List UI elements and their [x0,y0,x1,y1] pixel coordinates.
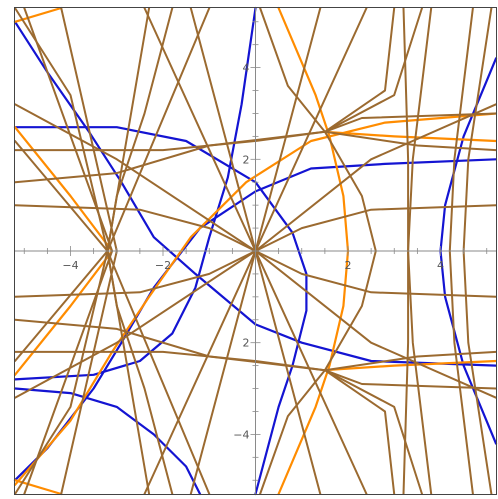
contour-line-orange-6 [13,112,498,486]
contour-line-brown-48 [106,250,174,495]
contour-line-brown-17 [106,250,211,495]
contour-line-brown-30 [254,103,497,252]
contour-line-brown-20 [143,7,257,252]
contour-line-brown-36 [14,112,497,184]
contour-line-brown-23 [254,250,368,495]
contour-line-brown-26 [254,7,322,252]
contour-line-brown-28 [14,103,257,252]
x-tick-label: 2 [345,259,352,272]
y-tick-label: 2 [243,153,250,166]
contour-line-blue-2 [13,126,308,496]
x-tick-label: 4 [437,259,444,272]
contour-line-brown-24 [189,7,257,252]
y-tick-label: 4 [243,62,250,75]
contour-line-brown-41 [323,7,396,133]
contour-line-brown-42 [323,369,396,495]
contour-line-brown-18 [14,140,109,252]
contour-line-orange-11 [323,130,498,143]
plot-frame [14,7,497,495]
contour-line-brown-29 [14,250,257,399]
contour-line-brown-50 [14,250,109,495]
contour-line-brown-21 [254,7,368,252]
axes-layer: −4 −2 2 4 −4 2 2 4 [15,8,496,494]
y-tick-label: −4 [233,428,249,441]
contour-line-brown-16 [106,7,211,252]
contour-line-brown-19 [14,250,109,362]
contour-line-brown-40 [323,369,423,495]
x-tick-label: −2 [155,259,171,272]
contour-line-brown-31 [254,250,497,399]
contour-line-brown-22 [143,250,257,495]
contour-line-brown-37 [14,318,497,390]
contour-line-orange-12 [323,359,498,372]
contour-line-brown-39 [323,7,423,133]
contour-line-brown-49 [14,7,109,252]
y-tick-label: 2 [243,337,250,350]
contour-line-blue-0 [13,6,257,381]
contour-line-brown-27 [189,250,257,495]
x-tick-label: −4 [62,259,78,272]
contour-line-brown-47 [106,7,174,252]
contour-line-brown-25 [254,250,322,495]
